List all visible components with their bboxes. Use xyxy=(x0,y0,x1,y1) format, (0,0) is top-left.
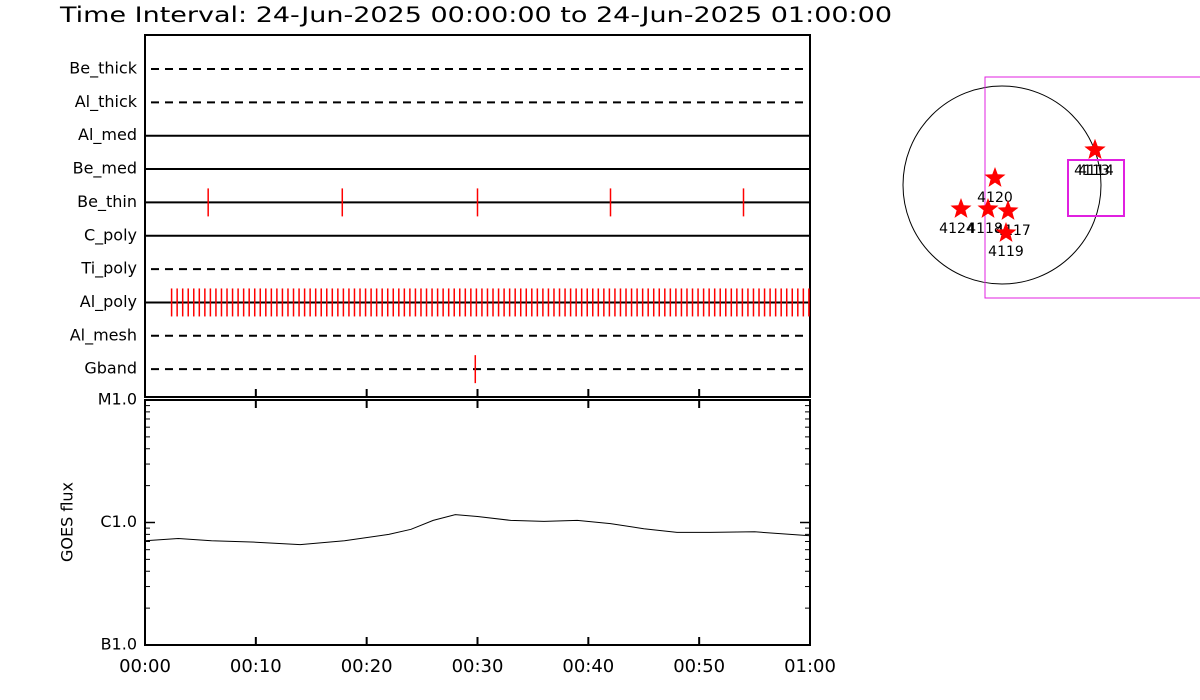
row-label: Be_med xyxy=(73,159,137,179)
row-label: Al_poly xyxy=(80,292,137,312)
row-label: Al_thick xyxy=(75,92,138,112)
region-label: 4118 xyxy=(967,221,1003,237)
x-tick-label: 00:50 xyxy=(673,656,725,677)
x-tick-label: 00:00 xyxy=(119,656,171,677)
y-tick-label: B1.0 xyxy=(101,635,137,654)
fov-box xyxy=(984,76,1200,299)
row-label: Al_med xyxy=(78,125,137,145)
region-star xyxy=(1084,139,1106,159)
x-tick-label: 00:40 xyxy=(562,656,614,677)
x-tick-label: 01:00 xyxy=(784,656,836,677)
row-label: Ti_poly xyxy=(80,259,137,279)
region-label: 4124 xyxy=(939,221,975,237)
fov-box xyxy=(1067,159,1125,217)
goes-line xyxy=(144,514,811,546)
sun-disk xyxy=(902,85,1102,285)
region-star xyxy=(995,222,1017,242)
row-label: Be_thick xyxy=(69,59,137,79)
goes-frame xyxy=(144,399,811,646)
y-tick-label: M1.0 xyxy=(98,390,137,409)
y-tick-label: C1.0 xyxy=(100,512,137,531)
row-label: Be_thin xyxy=(77,192,137,212)
region-label: 4113 xyxy=(1074,163,1110,179)
row-label: Al_mesh xyxy=(70,325,137,345)
region-star xyxy=(977,198,999,218)
region-label: 4120 xyxy=(977,190,1013,206)
region-star xyxy=(984,167,1006,187)
x-tick-label: 00:20 xyxy=(341,656,393,677)
row-label: Gband xyxy=(84,359,137,378)
region-star xyxy=(950,198,972,218)
chart-title: Time Interval: 24-Jun-2025 00:00:00 to 2… xyxy=(59,3,892,27)
region-star xyxy=(997,200,1019,220)
x-tick-label: 00:30 xyxy=(452,656,504,677)
row-label: C_poly xyxy=(84,225,137,245)
region-label: 4114 xyxy=(1078,163,1114,179)
x-tick-label: 00:10 xyxy=(230,656,282,677)
y-axis-label: GOES flux xyxy=(58,482,77,562)
region-label: 4119 xyxy=(988,244,1024,260)
